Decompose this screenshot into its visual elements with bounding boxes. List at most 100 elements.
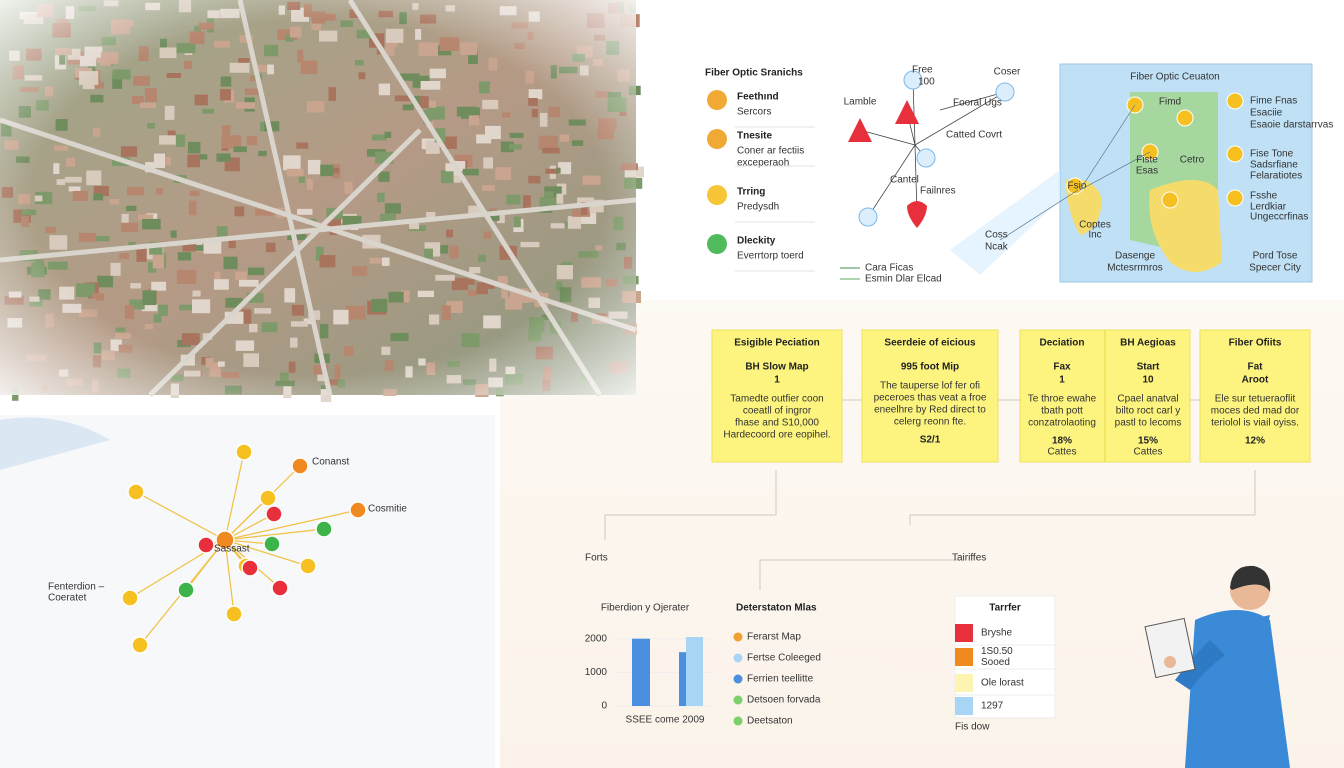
- card-text: conzatrolaoting: [1028, 418, 1096, 429]
- card-title: Seerdeie of eicious: [884, 338, 976, 349]
- legend-label: Ferarst Map: [747, 632, 801, 643]
- node: [903, 70, 923, 90]
- tablet: [1144, 617, 1196, 679]
- map-label: Sassast: [214, 544, 250, 555]
- card-foot: 18%: [1052, 436, 1072, 447]
- map-label: Coeratet: [48, 593, 87, 604]
- legend-title: Deterstaton Mlas: [736, 603, 817, 614]
- card-head: 995 foot Mip: [901, 362, 959, 373]
- map-icon: [1161, 191, 1179, 209]
- map-label: Inc: [1088, 230, 1101, 241]
- hub: [215, 530, 235, 550]
- node-label: Cantel: [890, 175, 919, 186]
- card-text: bilto roct carl y: [1116, 406, 1180, 417]
- map-label: Ungeccrfinas: [1250, 212, 1308, 223]
- table-cell: Ole lorast: [981, 678, 1024, 689]
- card-text: Tamedte outfier coon: [730, 394, 823, 405]
- node: [121, 589, 139, 607]
- panel-title: Fiber Optic Ceuaton: [1130, 72, 1220, 83]
- map-label: Conanst: [312, 457, 349, 468]
- node-label: Lamble: [844, 97, 877, 108]
- card-head: BH Slow Map: [745, 362, 808, 373]
- card-foot: 12%: [1245, 436, 1265, 447]
- node: [271, 579, 289, 597]
- legend-subtitle: Coner ar fectiis: [737, 146, 804, 157]
- section-title: Tairiffes: [952, 553, 986, 564]
- link: [224, 539, 309, 567]
- card-text: Hardecoord ore eopihel.: [723, 430, 830, 441]
- node: [235, 443, 253, 461]
- card-text: coeatll of ingror: [743, 406, 812, 417]
- map-link: [999, 189, 1079, 241]
- alert-node: [895, 100, 919, 124]
- link: [224, 539, 235, 615]
- map-label: Coptes: [1079, 220, 1111, 231]
- link: [914, 91, 1006, 146]
- map-label: Fsio: [1068, 181, 1087, 192]
- card-foot: Cattes: [1134, 447, 1163, 458]
- legend-swatch: [733, 653, 743, 663]
- legend-subtitle: exceperaoh: [737, 158, 789, 169]
- table-swatch: [955, 674, 973, 692]
- legend-swatch: [733, 716, 743, 726]
- legend-icon: [707, 90, 727, 110]
- beam: [950, 170, 1060, 275]
- legend-subtitle: Predysdh: [737, 202, 779, 213]
- map-link: [1079, 104, 1136, 191]
- section-title: Forts: [585, 553, 608, 564]
- legend-label: Detsoen forvada: [747, 695, 821, 706]
- card-head: Fat: [1248, 362, 1264, 373]
- map-label: Cetro: [1180, 155, 1205, 166]
- y-tick-label: 0: [601, 701, 607, 712]
- legend-title: Tnesite: [737, 131, 772, 142]
- person-hand: [1164, 656, 1176, 668]
- map-label: Sadsrfiane: [1250, 160, 1298, 171]
- card-foot: S2/1: [920, 435, 941, 446]
- y-tick-label: 1000: [585, 667, 608, 678]
- card-text: Ele sur tetueraoflit: [1215, 394, 1296, 405]
- bar: [679, 652, 686, 706]
- card-text: fhase and S10,000: [735, 418, 819, 429]
- map-label: Fime Fnas: [1250, 96, 1297, 107]
- map-label: Esaciie: [1250, 108, 1283, 119]
- node: [177, 581, 195, 599]
- map-label: Esas: [1136, 166, 1158, 177]
- table-footer: Fis dow: [955, 722, 990, 733]
- left-map: [0, 415, 495, 768]
- node: [263, 535, 281, 553]
- card-title: Fiber Ofiits: [1229, 338, 1282, 349]
- legend-label: Fertse Coleeged: [747, 653, 821, 664]
- table-cell: Sooed: [981, 657, 1010, 668]
- person-arm: [1175, 640, 1225, 690]
- map-label: Cosmitie: [368, 504, 407, 515]
- node: [315, 520, 333, 538]
- card: [861, 329, 999, 463]
- card-text: tbath pott: [1041, 406, 1083, 417]
- map-icon: [1176, 109, 1194, 127]
- map-label: Fsshe: [1250, 191, 1278, 202]
- map-label: Fimd: [1159, 97, 1181, 108]
- card-head: 1: [774, 375, 780, 386]
- map-label: Specer City: [1249, 263, 1301, 274]
- map-label: Pord Tose: [1253, 251, 1298, 262]
- aerial-photo: [0, 0, 644, 403]
- card-text: The tauperse lof fer ofi: [880, 381, 980, 392]
- node: [259, 489, 277, 507]
- legend-title: Feethınd: [737, 92, 779, 103]
- card-text: celerg reonn fte.: [894, 417, 966, 428]
- card-title: BH Aegioas: [1120, 338, 1176, 349]
- table-title: Tarrfer: [989, 603, 1021, 614]
- legend-swatch: [733, 695, 743, 705]
- card: [711, 329, 843, 463]
- chart-title: Fiberdion y Ojerater: [601, 603, 690, 614]
- pin: [907, 201, 927, 228]
- legend-subtitle: Sercors: [737, 107, 771, 118]
- node-label: Catted Covrt: [946, 130, 1002, 141]
- link: [224, 528, 325, 541]
- node: [127, 483, 145, 501]
- table-swatch: [955, 697, 973, 715]
- map-label: Felaratiotes: [1250, 171, 1302, 182]
- link: [224, 497, 269, 541]
- node: [349, 501, 367, 519]
- legend-label: Cara Ficas: [865, 263, 913, 274]
